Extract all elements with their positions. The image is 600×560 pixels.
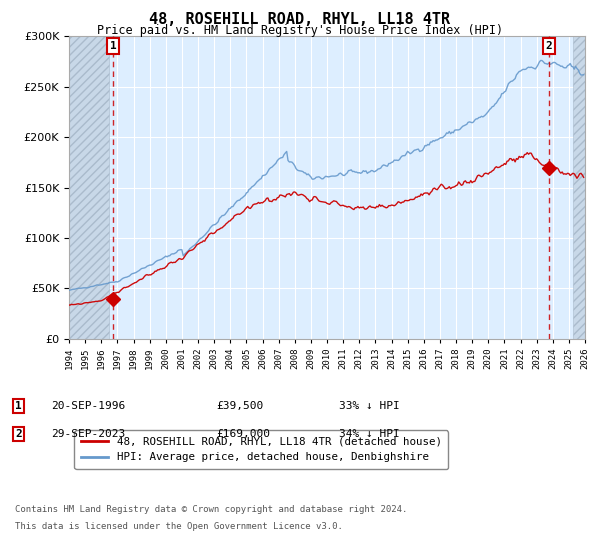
Text: 2: 2 [545, 41, 552, 51]
Bar [573, 36, 585, 339]
Text: 1: 1 [110, 41, 117, 51]
Text: 1: 1 [15, 401, 22, 411]
Text: 34% ↓ HPI: 34% ↓ HPI [339, 429, 400, 439]
Text: 33% ↓ HPI: 33% ↓ HPI [339, 401, 400, 411]
Text: Contains HM Land Registry data © Crown copyright and database right 2024.: Contains HM Land Registry data © Crown c… [15, 505, 407, 514]
Text: 29-SEP-2023: 29-SEP-2023 [51, 429, 125, 439]
Text: 48, ROSEHILL ROAD, RHYL, LL18 4TR: 48, ROSEHILL ROAD, RHYL, LL18 4TR [149, 12, 451, 27]
Text: £169,000: £169,000 [216, 429, 270, 439]
Text: 20-SEP-1996: 20-SEP-1996 [51, 401, 125, 411]
Bar [69, 36, 109, 339]
Text: 2: 2 [15, 429, 22, 439]
Text: £39,500: £39,500 [216, 401, 263, 411]
Text: This data is licensed under the Open Government Licence v3.0.: This data is licensed under the Open Gov… [15, 522, 343, 531]
Text: Price paid vs. HM Land Registry's House Price Index (HPI): Price paid vs. HM Land Registry's House … [97, 24, 503, 37]
Legend: 48, ROSEHILL ROAD, RHYL, LL18 4TR (detached house), HPI: Average price, detached: 48, ROSEHILL ROAD, RHYL, LL18 4TR (detac… [74, 431, 448, 469]
